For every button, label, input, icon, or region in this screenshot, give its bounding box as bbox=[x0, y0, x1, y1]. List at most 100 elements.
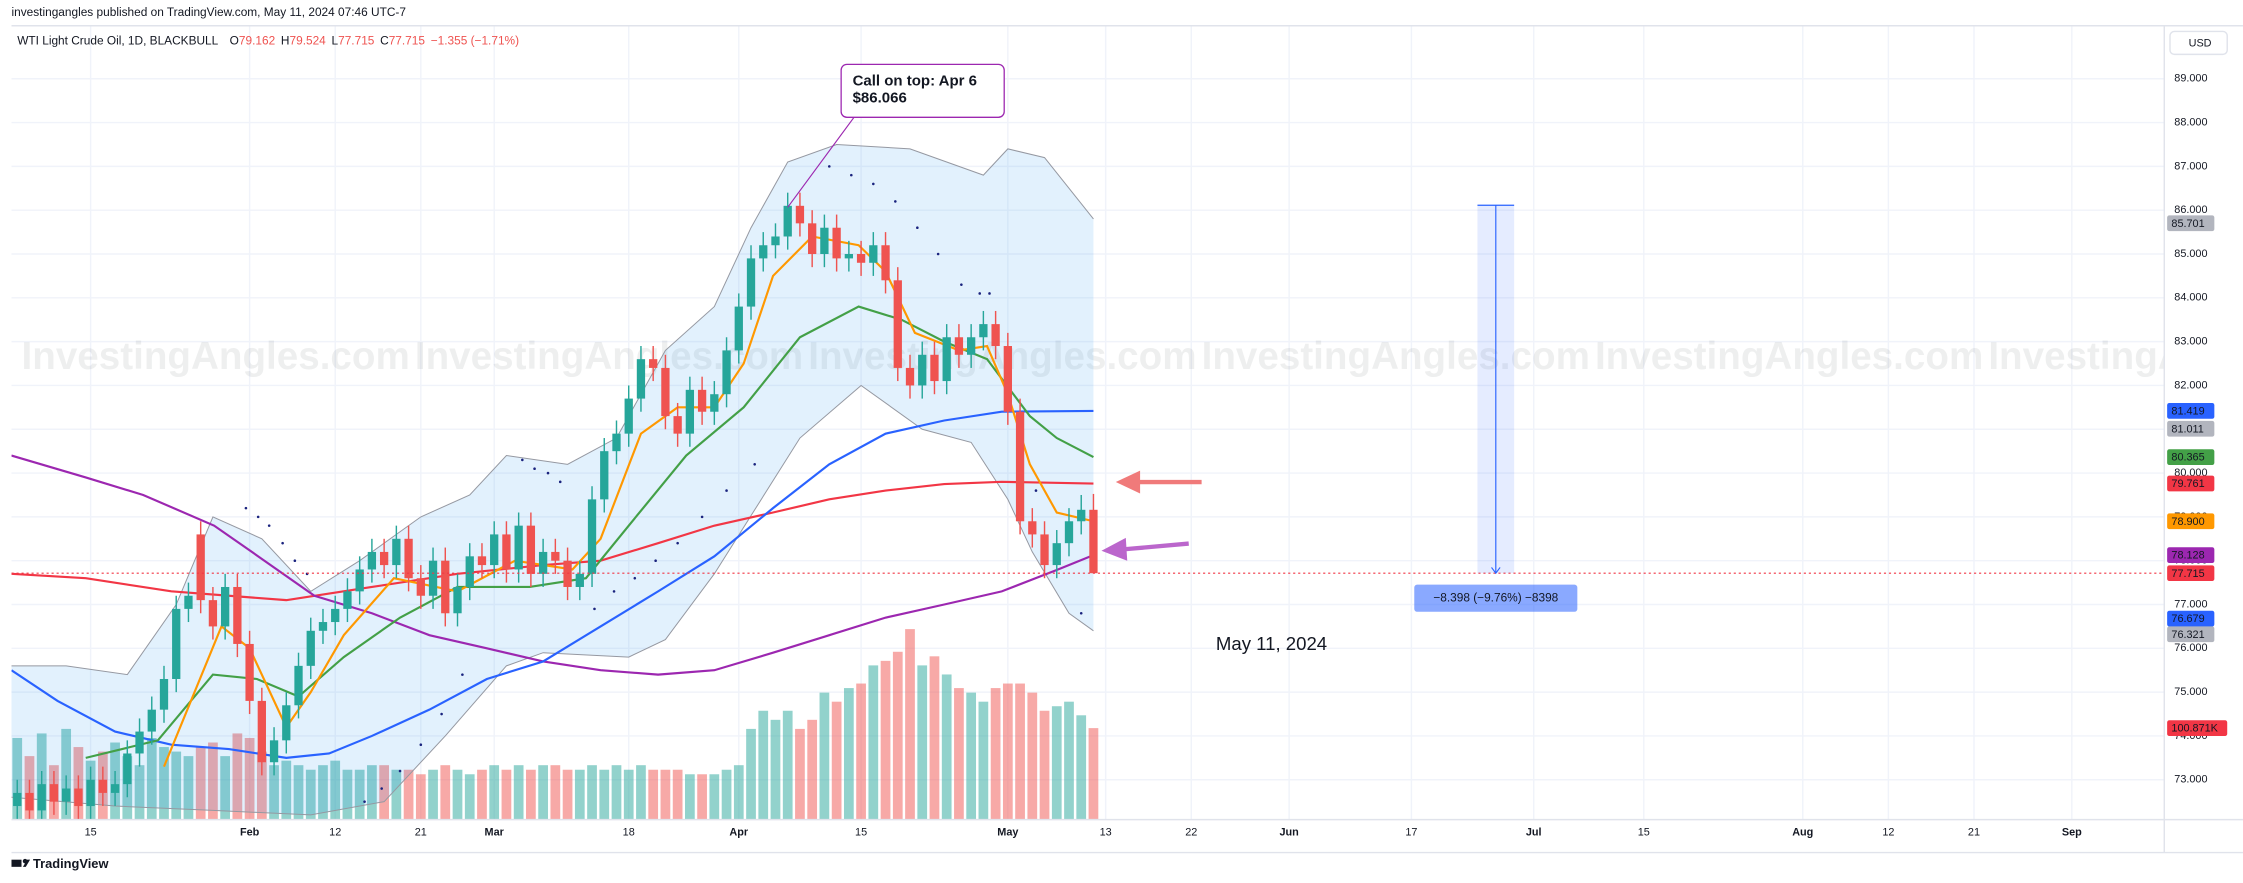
candle-body bbox=[428, 560, 438, 596]
volume-bar bbox=[1015, 683, 1025, 820]
price-label: 79.761 bbox=[2171, 478, 2204, 490]
sar-dot bbox=[725, 489, 728, 492]
volume-bar bbox=[636, 765, 646, 820]
volume-bar bbox=[941, 674, 952, 820]
volume-bar bbox=[342, 769, 353, 820]
candle-body bbox=[1028, 521, 1037, 535]
volume-bar bbox=[208, 742, 218, 820]
x-tick-label: 17 bbox=[1405, 826, 1417, 838]
candle-body bbox=[1052, 543, 1061, 566]
volume-bar bbox=[513, 765, 524, 820]
sar-dot bbox=[533, 467, 536, 470]
y-tick-label: 76.000 bbox=[2174, 642, 2207, 654]
sar-dot bbox=[363, 800, 366, 803]
x-tick-label: 21 bbox=[1968, 826, 1980, 838]
legend-key: L bbox=[332, 34, 339, 48]
candle-body bbox=[918, 354, 927, 386]
volume-bar bbox=[415, 774, 426, 820]
candle-body bbox=[416, 578, 425, 596]
price-label: 77.715 bbox=[2171, 568, 2204, 580]
candle-body bbox=[123, 753, 132, 785]
candle-body bbox=[355, 569, 364, 592]
candle-body bbox=[37, 784, 46, 811]
y-tick-label: 83.000 bbox=[2174, 336, 2207, 348]
volume-bar bbox=[599, 769, 610, 820]
price-label-box bbox=[2167, 547, 2215, 563]
sar-dot bbox=[828, 165, 831, 168]
candle-body bbox=[147, 709, 156, 732]
price-label: 81.419 bbox=[2171, 405, 2204, 417]
sar-dot bbox=[894, 200, 897, 203]
candle-body bbox=[1077, 509, 1086, 522]
candle-body bbox=[575, 573, 584, 587]
candle-body bbox=[331, 608, 340, 623]
band-lower bbox=[11, 384, 1094, 816]
sar-dot bbox=[676, 541, 679, 545]
candle-body bbox=[196, 534, 205, 601]
volume-bar bbox=[611, 765, 622, 820]
volume-bar bbox=[574, 769, 585, 820]
candle-body bbox=[783, 205, 792, 237]
candle-body bbox=[746, 258, 756, 307]
volume-bar bbox=[770, 719, 781, 820]
volume-bar bbox=[256, 751, 267, 820]
sar-dot bbox=[936, 252, 940, 256]
volume-bar bbox=[391, 769, 402, 820]
volume-bar bbox=[440, 765, 451, 820]
candle-body bbox=[367, 551, 377, 570]
candle-body bbox=[1040, 534, 1049, 566]
symbol: WTI Light Crude Oil, 1D, BLACKBULL bbox=[17, 34, 218, 48]
callout-price: $86.066 bbox=[853, 90, 907, 107]
volume-bar bbox=[1051, 706, 1062, 820]
volume-bar bbox=[428, 769, 438, 820]
x-tick-label: 18 bbox=[623, 826, 635, 838]
candle-body bbox=[905, 367, 915, 386]
x-tick-label: 12 bbox=[329, 826, 341, 838]
candle-body bbox=[294, 665, 303, 706]
x-tick-label: Apr bbox=[729, 826, 748, 838]
volume-label-box bbox=[2167, 720, 2228, 736]
volume-bar bbox=[746, 728, 756, 820]
volume-bar bbox=[1076, 715, 1087, 820]
volume-bar bbox=[538, 765, 548, 820]
candle-body bbox=[649, 359, 658, 368]
watermark: InvestingAngles.com bbox=[22, 335, 410, 378]
sar-dot bbox=[988, 292, 991, 295]
volume-bar bbox=[195, 747, 206, 820]
volume-bar bbox=[868, 665, 879, 820]
sar-dot bbox=[593, 607, 596, 611]
volume-bar bbox=[330, 760, 341, 820]
price-label-box bbox=[2167, 449, 2215, 465]
volume-bar bbox=[232, 733, 243, 820]
sar-dot bbox=[267, 524, 271, 527]
candle-body bbox=[600, 451, 609, 500]
currency-button[interactable] bbox=[2169, 30, 2228, 56]
y-tick-label: 87.000 bbox=[2174, 160, 2207, 172]
measure-label-box bbox=[1414, 584, 1578, 612]
volume-bar bbox=[660, 769, 671, 820]
legend-value: 77.715 bbox=[389, 34, 426, 48]
volume-bar bbox=[758, 710, 769, 820]
sar-dot bbox=[700, 515, 704, 519]
candle-body bbox=[771, 236, 780, 246]
volume-bar bbox=[220, 756, 231, 820]
price-label: 78.128 bbox=[2171, 550, 2204, 562]
candle-body bbox=[86, 779, 95, 807]
candle-body bbox=[502, 534, 511, 570]
legend-key: O bbox=[230, 34, 239, 48]
candle-body bbox=[844, 254, 854, 259]
sar-dot bbox=[850, 173, 853, 177]
candle-body bbox=[612, 433, 621, 452]
price-label-box bbox=[2167, 475, 2215, 492]
volume-bar bbox=[672, 769, 683, 820]
candle-body bbox=[220, 586, 230, 627]
price-label-box bbox=[2167, 513, 2215, 530]
x-tick-label: 21 bbox=[415, 826, 427, 838]
volume-bar bbox=[905, 629, 915, 820]
band-fill bbox=[11, 144, 1094, 815]
candle-body bbox=[245, 643, 254, 701]
x-tick-label: 13 bbox=[1100, 826, 1112, 838]
x-tick-label: Aug bbox=[1792, 826, 1813, 838]
candle-body bbox=[306, 630, 315, 666]
volume-bar bbox=[587, 765, 597, 820]
